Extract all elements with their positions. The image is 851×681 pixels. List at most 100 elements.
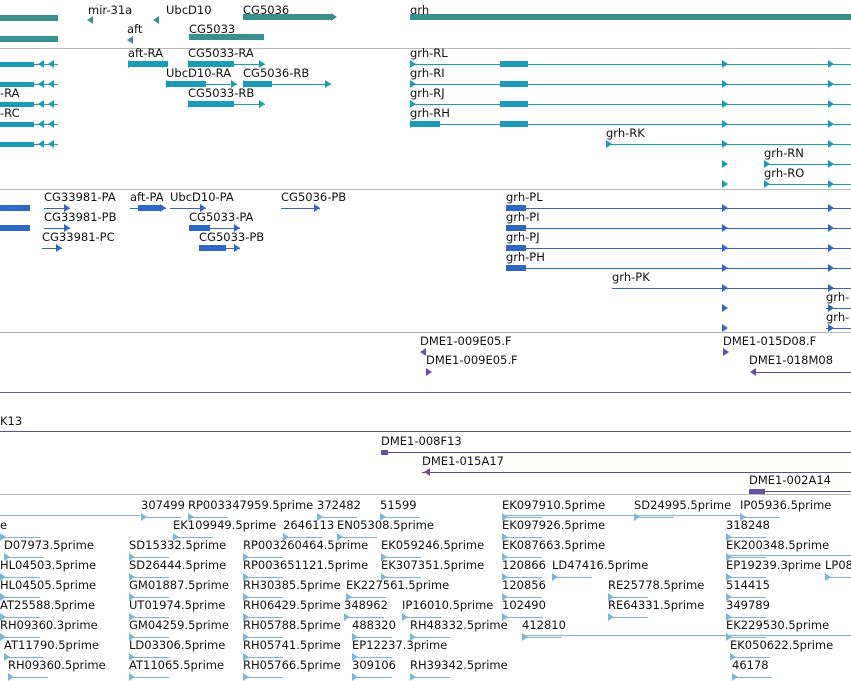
est-label[interactable]: EK227561.5prime bbox=[346, 578, 450, 592]
transcript-label[interactable]: grh-RO bbox=[764, 166, 805, 180]
gene-label[interactable]: UbcD10 bbox=[166, 3, 212, 17]
gene-label[interactable]: CG5033 bbox=[189, 22, 236, 36]
transcript-label[interactable]: grh-RJ bbox=[410, 86, 445, 100]
est-label[interactable]: GM01887.5prime bbox=[129, 578, 229, 592]
protein-label[interactable]: grh-PL bbox=[506, 190, 543, 204]
transcript-label[interactable]: CG5036-RB bbox=[243, 66, 310, 80]
est-label[interactable]: EP19239.3prime bbox=[726, 558, 822, 572]
est-label[interactable]: 349789 bbox=[726, 598, 770, 612]
transcript-label[interactable]: grh-RN bbox=[764, 146, 804, 160]
transcript-label[interactable]: -RC bbox=[0, 106, 20, 120]
protein-label[interactable]: CG5033-PB bbox=[199, 230, 265, 244]
est-label[interactable]: D07973.5prime bbox=[4, 538, 94, 552]
est-label[interactable]: RH05766.5prime bbox=[243, 658, 341, 672]
clone-label[interactable]: DME1-015A17 bbox=[422, 454, 504, 468]
bac-label[interactable]: DME1-015D08.F bbox=[723, 334, 817, 348]
est-label[interactable]: AT11065.5prime bbox=[129, 658, 225, 672]
est-label[interactable]: e bbox=[0, 518, 8, 532]
est-label[interactable]: 51599 bbox=[380, 498, 417, 512]
protein-label[interactable]: grh-PI bbox=[506, 210, 540, 224]
clone-label[interactable]: DME1-002A14 bbox=[749, 473, 831, 487]
protein-label[interactable]: CG33981-PC bbox=[42, 230, 115, 244]
protein-label[interactable]: grh-PJ bbox=[506, 230, 540, 244]
est-label[interactable]: EK087663.5prime bbox=[502, 538, 606, 552]
est-label[interactable]: RE64331.5prime bbox=[608, 598, 705, 612]
bac-label[interactable]: DME1-009E05.F bbox=[420, 334, 512, 348]
est-label[interactable]: LP08 bbox=[825, 558, 851, 572]
est-label[interactable]: 307499 bbox=[141, 498, 185, 512]
est-label[interactable]: RP003260464.5prime bbox=[243, 538, 369, 552]
est-label[interactable]: RH09360.3prime bbox=[0, 618, 98, 632]
est-label[interactable]: 348962 bbox=[344, 598, 388, 612]
transcript-label[interactable]: CG5033-RA bbox=[188, 46, 254, 60]
est-label[interactable]: 412810 bbox=[522, 618, 566, 632]
est-label[interactable]: RH39342.5prime bbox=[410, 658, 508, 672]
est-label[interactable]: EN05308.5prime bbox=[337, 518, 434, 532]
est-label[interactable]: RH05741.5prime bbox=[243, 638, 341, 652]
est-label[interactable]: 372482 bbox=[317, 498, 361, 512]
est-label[interactable]: EK200348.5prime bbox=[726, 538, 830, 552]
est-label[interactable]: EK059246.5prime bbox=[381, 538, 485, 552]
est-label[interactable]: RH30385.5prime bbox=[243, 578, 341, 592]
est-label[interactable]: 120856 bbox=[502, 578, 546, 592]
est-label[interactable]: SD26444.5prime bbox=[129, 558, 227, 572]
est-label[interactable]: HL04505.5prime bbox=[0, 578, 97, 592]
clone-label[interactable]: DME1-008F13 bbox=[381, 434, 462, 448]
bac-label[interactable]: DME1-018M08 bbox=[749, 353, 834, 367]
protein-label[interactable]: UbcD10-PA bbox=[170, 190, 234, 204]
transcript-label[interactable]: grh-RL bbox=[410, 46, 448, 60]
est-label[interactable]: EK097910.5prime bbox=[502, 498, 606, 512]
transcript-label[interactable]: grh-RI bbox=[410, 66, 445, 80]
est-label[interactable]: LD47416.5prime bbox=[552, 558, 649, 572]
protein-label[interactable]: grh- bbox=[826, 290, 850, 304]
est-label[interactable]: LD03306.5prime bbox=[129, 638, 226, 652]
gene-label[interactable]: CG5036 bbox=[243, 3, 290, 17]
est-label[interactable]: EK229530.5prime bbox=[726, 618, 830, 632]
est-label[interactable]: IP16010.5prime bbox=[402, 598, 494, 612]
est-label[interactable]: AT11790.5prime bbox=[4, 638, 100, 652]
protein-label[interactable]: CG33981-PB bbox=[44, 210, 117, 224]
est-label[interactable]: 102490 bbox=[502, 598, 546, 612]
est-label[interactable]: 120866 bbox=[502, 558, 546, 572]
protein-label[interactable]: grh- bbox=[826, 310, 850, 324]
transcript-label[interactable]: UbcD10-RA bbox=[166, 66, 232, 80]
protein-label[interactable]: CG5033-PA bbox=[189, 210, 254, 224]
est-label[interactable]: SD15332.5prime bbox=[129, 538, 227, 552]
est-label[interactable]: 318248 bbox=[726, 518, 770, 532]
est-label[interactable]: RH48332.5prime bbox=[410, 618, 508, 632]
est-label[interactable]: 514415 bbox=[726, 578, 770, 592]
est-label[interactable]: RH06429.5prime bbox=[243, 598, 341, 612]
est-label[interactable]: AT25588.5prime bbox=[0, 598, 96, 612]
est-label[interactable]: UT01974.5prime bbox=[129, 598, 226, 612]
est-label[interactable]: RP003347959.5prime bbox=[188, 498, 314, 512]
est-label[interactable]: EK050622.5prime bbox=[730, 638, 834, 652]
gene-label[interactable]: mir-31a bbox=[88, 3, 133, 17]
est-label[interactable]: EP12237.3prime bbox=[352, 638, 448, 652]
est-label[interactable]: 488320 bbox=[352, 618, 396, 632]
est-label[interactable]: RH05788.5prime bbox=[243, 618, 341, 632]
est-label[interactable]: 309106 bbox=[352, 658, 396, 672]
est-label[interactable]: EK097926.5prime bbox=[502, 518, 606, 532]
transcript-label[interactable]: -RA bbox=[0, 86, 20, 100]
est-label[interactable]: 2646113 bbox=[283, 518, 335, 532]
est-label[interactable]: HL04503.5prime bbox=[0, 558, 97, 572]
gene-label[interactable]: aft bbox=[127, 22, 143, 36]
protein-label[interactable]: aft-PA bbox=[130, 190, 164, 204]
est-label[interactable]: RE25778.5prime bbox=[608, 578, 705, 592]
est-label[interactable]: IP05936.5prime bbox=[740, 498, 832, 512]
protein-label[interactable]: grh-PK bbox=[612, 270, 650, 284]
clone-label[interactable]: K13 bbox=[0, 414, 23, 428]
est-label[interactable]: RP003651121.5prime bbox=[243, 558, 369, 572]
bac-label[interactable]: DME1-009E05.F bbox=[426, 353, 518, 367]
transcript-label[interactable]: aft-RA bbox=[128, 46, 163, 60]
est-label[interactable]: EK307351.5prime bbox=[381, 558, 485, 572]
est-label[interactable]: 46178 bbox=[732, 658, 769, 672]
protein-label[interactable]: grh-PH bbox=[506, 250, 545, 264]
protein-label[interactable]: CG33981-PA bbox=[44, 190, 116, 204]
transcript-label[interactable]: grh-RK bbox=[606, 126, 645, 140]
est-label[interactable]: RH09360.5prime bbox=[8, 658, 106, 672]
est-label[interactable]: GM04259.5prime bbox=[129, 618, 229, 632]
est-label[interactable]: SD24995.5prime bbox=[634, 498, 732, 512]
transcript-label[interactable]: CG5033-RB bbox=[188, 86, 255, 100]
protein-label[interactable]: CG5036-PB bbox=[281, 190, 347, 204]
